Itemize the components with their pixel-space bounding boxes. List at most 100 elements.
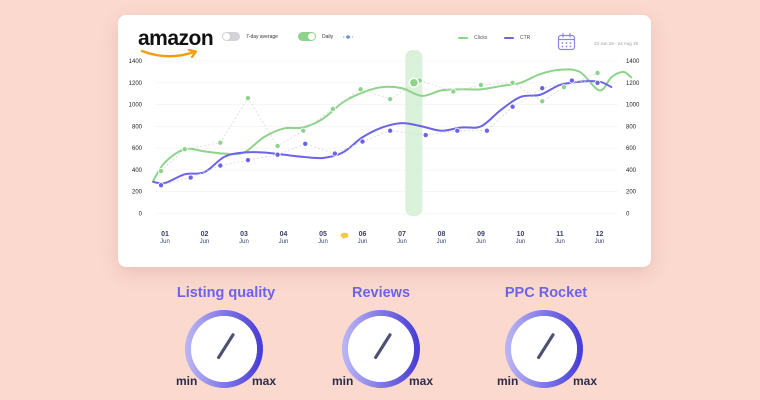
data-point-ctr xyxy=(331,150,338,157)
calendar-icon[interactable] xyxy=(557,32,576,51)
y-tick-left: 400 xyxy=(132,168,143,174)
data-point-ctr xyxy=(509,103,516,110)
toggle-switch-daily[interactable] xyxy=(298,32,316,41)
x-tick-day: 03 xyxy=(240,231,248,238)
series-dashed-ctr xyxy=(160,80,598,186)
legend-ctr[interactable]: CTR xyxy=(504,35,530,41)
legend-clicks-swatch xyxy=(458,37,468,39)
y-tick-left: 800 xyxy=(132,124,143,130)
toggle-label-daily: Daily xyxy=(322,33,334,40)
data-point-clicks xyxy=(217,139,224,146)
data-point-ctr xyxy=(422,132,429,139)
toggle-7day-average[interactable]: 7-day average xyxy=(222,32,278,41)
x-tick-day: 01 xyxy=(161,231,169,238)
y-axis-left: 0 200 400 600 800 1000 1200 1400 xyxy=(129,59,143,218)
y-tick-left: 1400 xyxy=(129,59,143,65)
x-tick-day: 10 xyxy=(517,231,525,238)
line-chart: 0 200 400 600 800 1000 1200 1400 0 200 400 600 800 1… xyxy=(129,50,640,245)
data-point-clicks xyxy=(387,96,394,103)
data-point-ctr xyxy=(454,127,461,134)
gauge-title-ppc-rocket: PPC Rocket xyxy=(504,285,588,301)
x-tick-month: Jun xyxy=(555,239,565,245)
data-point-clicks xyxy=(329,105,336,112)
data-point-ctr xyxy=(568,77,575,84)
x-tick-day: 11 xyxy=(556,231,564,238)
series-points xyxy=(158,69,601,189)
toggle-daily[interactable]: Daily xyxy=(298,32,333,41)
data-point-clicks xyxy=(357,86,364,93)
gauge-needle xyxy=(374,333,392,360)
data-point-ctr xyxy=(594,79,601,86)
x-tick-day: 04 xyxy=(280,231,288,238)
data-point-highlighted xyxy=(408,77,420,89)
x-tick-month: Jun xyxy=(397,239,407,245)
x-tick-month: Jun xyxy=(476,239,486,245)
gauge-max-reviews: max xyxy=(409,374,434,388)
data-point-ctr xyxy=(187,174,194,181)
gauge-ppc-rocket xyxy=(505,310,583,388)
data-point-clicks xyxy=(181,146,188,153)
y-tick-right: 800 xyxy=(626,124,637,130)
data-point-clicks xyxy=(539,98,546,105)
data-point-clicks xyxy=(594,69,601,76)
data-point-ctr xyxy=(244,157,251,164)
gauge-max-ppc-rocket: max xyxy=(573,374,598,388)
x-tick-month: Jun xyxy=(279,239,289,245)
annotation-comment-icon[interactable] xyxy=(340,232,349,240)
y-tick-left: 1000 xyxy=(129,103,143,109)
y-tick-left: 1200 xyxy=(129,81,143,87)
gauge-max-listing-quality: max xyxy=(252,374,277,388)
x-tick-month: Jun xyxy=(239,239,249,245)
date-range[interactable]: 23 Jun 19 - 24 Aug 19 xyxy=(594,41,639,46)
x-tick-month: Jun xyxy=(160,239,170,245)
x-tick-day: 06 xyxy=(359,231,367,238)
data-point-clicks xyxy=(300,127,307,134)
x-tick-day: 08 xyxy=(438,231,446,238)
chart-grid xyxy=(156,60,618,214)
x-tick-month: Jun xyxy=(437,239,447,245)
data-point-clicks xyxy=(274,142,281,149)
x-tick-day: 09 xyxy=(477,231,485,238)
data-point-ctr xyxy=(302,140,309,147)
x-tick-day: 12 xyxy=(596,231,604,238)
toggle-switch-7day[interactable] xyxy=(222,32,240,41)
y-tick-left: 0 xyxy=(139,212,143,218)
data-point-clicks xyxy=(509,79,516,86)
y-tick-right: 1400 xyxy=(626,59,640,65)
data-point-clicks xyxy=(477,81,484,88)
y-tick-right: 0 xyxy=(626,212,630,218)
data-point-ctr xyxy=(539,85,546,92)
data-point-ctr xyxy=(359,138,366,145)
gauge-reviews xyxy=(342,310,420,388)
data-point-ctr xyxy=(217,162,224,169)
y-tick-right: 1200 xyxy=(626,81,640,87)
toggle-label-7day: 7-day average xyxy=(246,33,278,40)
series-lines xyxy=(152,68,633,185)
data-point-ctr xyxy=(158,182,165,189)
y-tick-left: 200 xyxy=(132,190,143,196)
x-tick-day: 02 xyxy=(201,231,209,238)
y-tick-right: 1000 xyxy=(626,103,640,109)
x-tick-month: Jun xyxy=(358,239,368,245)
x-axis: 01Jun02Jun03Jun04Jun05Jun06Jun07Jun08Jun… xyxy=(160,231,604,245)
data-point-ctr xyxy=(387,127,394,134)
gauge-min-reviews: min xyxy=(332,374,354,388)
data-point-clicks xyxy=(450,88,457,95)
gauge-ring xyxy=(342,310,420,388)
gauge-listing-quality xyxy=(185,310,263,388)
x-tick-month: Jun xyxy=(200,239,210,245)
x-tick-month: Jun xyxy=(595,239,605,245)
legend-clicks[interactable]: Clicks xyxy=(458,35,487,41)
chart-card: amazon 7-day average Daily Clicks CTR 23… xyxy=(118,15,651,267)
y-tick-right: 600 xyxy=(626,146,637,152)
data-point-clicks xyxy=(560,84,567,91)
legend-clicks-label: Clicks xyxy=(474,35,488,41)
x-tick-month: Jun xyxy=(516,239,526,245)
gauge-ring xyxy=(505,310,583,388)
x-tick-day: 05 xyxy=(319,231,327,238)
y-tick-right: 200 xyxy=(626,190,637,196)
gauge-title-reviews: Reviews xyxy=(351,285,411,301)
x-tick-day: 07 xyxy=(398,231,406,238)
dot-line-icon xyxy=(343,35,353,39)
gauge-needle xyxy=(537,333,555,360)
